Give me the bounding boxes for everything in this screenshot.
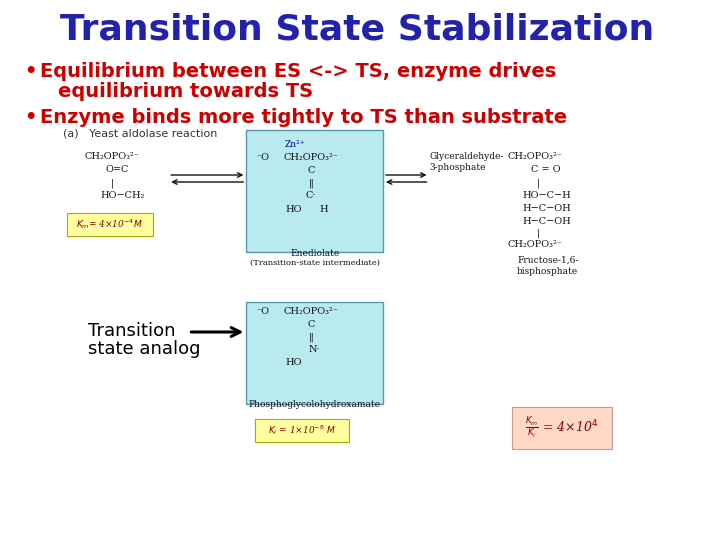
Text: H−C−OH: H−C−OH — [523, 217, 571, 226]
Text: $\frac{K_m}{K_i}$ = 4×10$^{4}$: $\frac{K_m}{K_i}$ = 4×10$^{4}$ — [525, 416, 598, 441]
Text: HO−CH₂: HO−CH₂ — [100, 191, 144, 200]
Text: ‖: ‖ — [309, 179, 314, 188]
Text: CH₂OPO₃²⁻: CH₂OPO₃²⁻ — [507, 240, 562, 249]
Text: Zn²⁺: Zn²⁺ — [284, 140, 305, 149]
Text: CH₂OPO₃²⁻: CH₂OPO₃²⁻ — [85, 152, 140, 161]
Text: $K_m$= 4×10$^{-4}$$M$: $K_m$= 4×10$^{-4}$$M$ — [76, 217, 143, 231]
Text: Phosphoglycolohydroxamate: Phosphoglycolohydroxamate — [248, 400, 381, 409]
Text: CH₂OPO₃²⁻: CH₂OPO₃²⁻ — [507, 152, 562, 161]
Text: ⁻O: ⁻O — [256, 153, 269, 162]
Text: •: • — [24, 108, 37, 127]
Text: (Transition-state intermediate): (Transition-state intermediate) — [250, 259, 379, 267]
Text: state analog: state analog — [88, 340, 200, 358]
FancyBboxPatch shape — [67, 213, 153, 235]
Text: |: | — [536, 178, 540, 187]
Text: O=C: O=C — [105, 165, 129, 174]
Text: Enediolate: Enediolate — [290, 249, 339, 258]
Text: CH₂OPO₃²⁻: CH₂OPO₃²⁻ — [283, 307, 338, 316]
Text: Equilibrium between ES <-> TS, enzyme drives: Equilibrium between ES <-> TS, enzyme dr… — [40, 62, 557, 81]
Text: |: | — [536, 229, 540, 239]
Text: N·: N· — [308, 345, 320, 354]
Text: $K_i$ = 1×10$^{-8}$ $M$: $K_i$ = 1×10$^{-8}$ $M$ — [268, 423, 336, 437]
Text: equilibrium towards TS: equilibrium towards TS — [58, 82, 313, 101]
Text: C·: C· — [306, 191, 316, 200]
Text: ‖: ‖ — [309, 333, 314, 342]
Text: ⁻O: ⁻O — [256, 307, 269, 316]
Text: C: C — [307, 166, 315, 175]
Text: HO−C−H: HO−C−H — [523, 191, 571, 200]
Text: |: | — [110, 178, 114, 187]
Text: Enzyme binds more tightly to TS than substrate: Enzyme binds more tightly to TS than sub… — [40, 108, 567, 127]
Text: Transition: Transition — [88, 322, 175, 340]
Text: H: H — [319, 205, 328, 214]
Text: Transition State Stabilization: Transition State Stabilization — [60, 12, 654, 46]
FancyBboxPatch shape — [512, 407, 612, 449]
Text: C = O: C = O — [531, 165, 561, 174]
Text: HO: HO — [286, 205, 302, 214]
Text: HO: HO — [286, 358, 302, 367]
Text: Fructose-1,6-
bisphosphate: Fructose-1,6- bisphosphate — [517, 256, 578, 276]
Text: (a)   Yeast aldolase reaction: (a) Yeast aldolase reaction — [63, 128, 217, 138]
FancyBboxPatch shape — [246, 302, 383, 404]
FancyBboxPatch shape — [255, 418, 349, 442]
Text: •: • — [24, 62, 37, 81]
Text: C: C — [307, 320, 315, 329]
Text: Glyceraldehyde-
3-phosphate: Glyceraldehyde- 3-phosphate — [429, 152, 504, 172]
Text: H−C−OH: H−C−OH — [523, 204, 571, 213]
FancyBboxPatch shape — [246, 130, 383, 252]
Text: CH₂OPO₃²⁻: CH₂OPO₃²⁻ — [283, 153, 338, 162]
